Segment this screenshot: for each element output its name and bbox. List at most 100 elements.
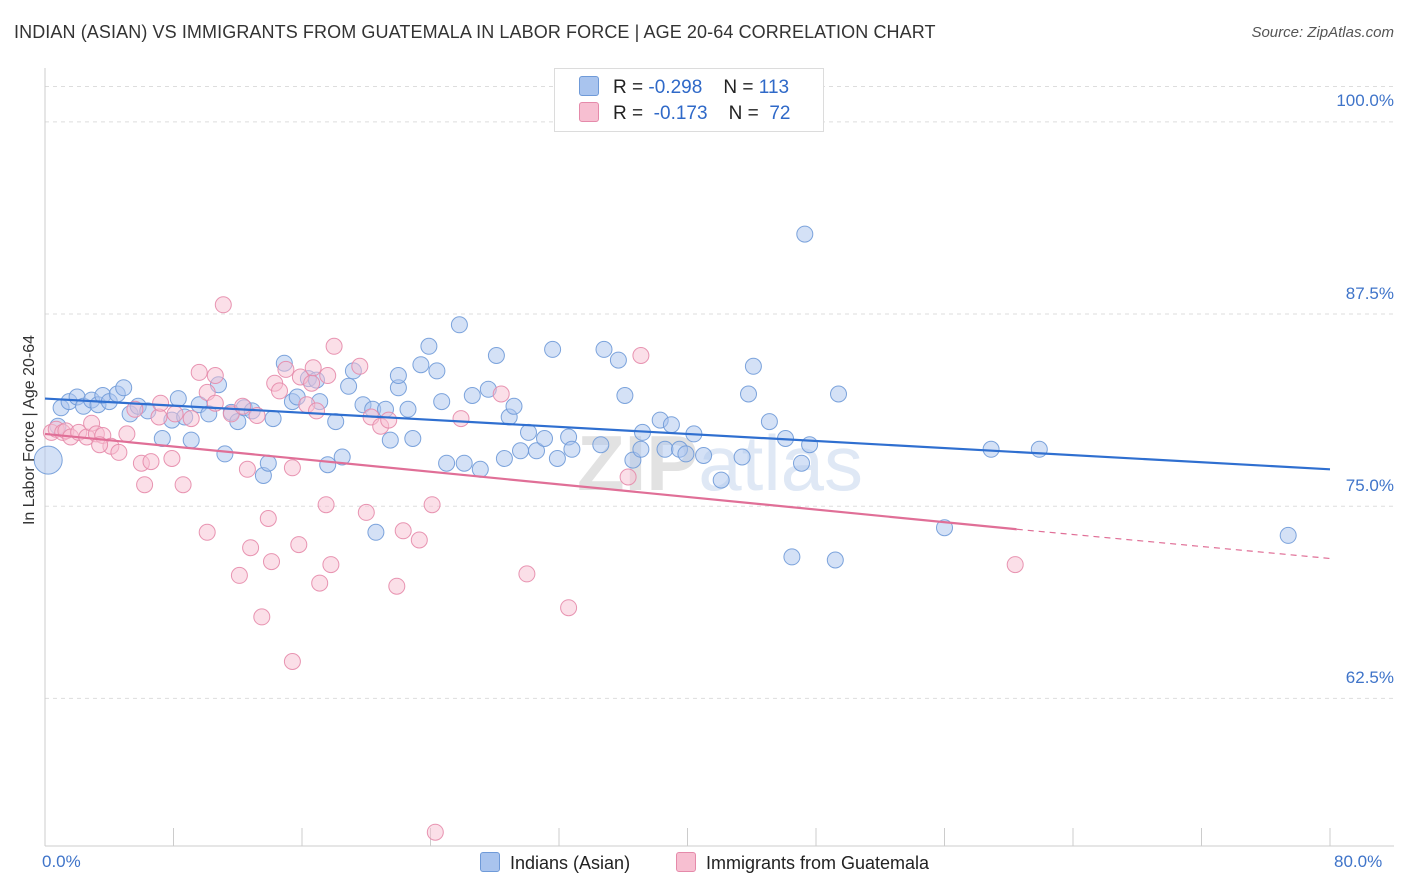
point-indians — [740, 385, 757, 403]
point-indians — [33, 445, 63, 475]
point-indians — [536, 430, 553, 447]
point-guatemala — [271, 382, 288, 400]
y-axis-label: In Labor Force | Age 20-64 — [21, 334, 38, 526]
point-guatemala — [423, 496, 441, 514]
y-tick-label: 87.5% — [1345, 283, 1394, 303]
point-indians — [433, 393, 451, 411]
point-indians — [412, 356, 430, 374]
legend-item-guatemala: Immigrants from Guatemala — [676, 852, 929, 874]
point-indians — [662, 416, 680, 434]
legend-n-label: N = — [723, 77, 754, 98]
point-indians — [656, 440, 674, 458]
point-indians — [389, 367, 407, 384]
point-indians — [487, 347, 505, 364]
point-indians — [495, 450, 513, 467]
point-indians — [381, 431, 399, 449]
legend-r-label: R = — [613, 103, 644, 124]
stats-legend-row-guatemala: R = -0.173 N = 72 — [579, 102, 790, 126]
point-indians — [801, 436, 819, 454]
point-indians — [796, 225, 814, 243]
point-guatemala — [380, 411, 398, 429]
point-indians — [367, 523, 385, 541]
point-guatemala — [142, 453, 160, 471]
point-guatemala — [182, 410, 200, 428]
point-indians — [712, 471, 730, 489]
point-guatemala — [253, 608, 271, 626]
legend-n-value: 72 — [769, 103, 791, 124]
chart-title: INDIAN (ASIAN) VS IMMIGRANTS FROM GUATEM… — [14, 22, 936, 42]
point-indians — [463, 387, 481, 404]
point-guatemala — [259, 510, 277, 527]
point-guatemala — [166, 405, 184, 423]
point-guatemala — [303, 374, 321, 392]
point-indians — [340, 377, 358, 395]
point-guatemala — [283, 653, 301, 670]
legend-r-value: -0.173 — [653, 103, 708, 124]
point-indians — [563, 440, 581, 458]
point-indians — [438, 454, 456, 472]
y-tick-label: 100.0% — [1336, 91, 1394, 111]
point-guatemala — [198, 523, 216, 541]
point-guatemala — [492, 385, 510, 403]
x-tick-label-min: 0.0% — [42, 852, 81, 871]
legend-swatch-guatemala — [579, 102, 599, 122]
trend-line-indians — [44, 397, 1331, 471]
point-indians — [169, 390, 187, 408]
point-indians — [1030, 440, 1048, 458]
point-guatemala — [190, 363, 208, 381]
point-guatemala — [126, 400, 144, 418]
point-indians — [428, 362, 446, 380]
point-indians — [783, 548, 801, 566]
point-guatemala — [163, 450, 181, 467]
point-indians — [471, 460, 489, 478]
trend-lines — [44, 397, 1331, 560]
legend-n-label: N = — [728, 103, 759, 124]
point-guatemala — [357, 503, 375, 521]
watermark: ZIPatlas — [577, 419, 863, 507]
point-guatemala — [394, 522, 412, 540]
point-guatemala — [311, 574, 329, 592]
point-indians — [319, 456, 337, 474]
point-indians — [793, 454, 810, 472]
point-guatemala — [308, 402, 325, 420]
legend-r-label: R = — [613, 77, 644, 98]
point-indians — [333, 448, 351, 466]
point-guatemala — [110, 443, 128, 461]
point-indians — [115, 379, 133, 397]
point-guatemala — [410, 531, 428, 549]
point-guatemala — [319, 367, 337, 384]
point-guatemala — [317, 496, 335, 514]
point-indians — [695, 447, 713, 464]
stats-legend-row-indians: R = -0.298 N = 113 — [579, 76, 789, 100]
point-indians — [548, 450, 566, 467]
point-indians — [616, 387, 634, 404]
point-indians — [520, 423, 537, 441]
point-indians — [264, 410, 282, 428]
legend-label-guatemala: Immigrants from Guatemala — [706, 853, 930, 873]
point-guatemala — [174, 476, 192, 494]
point-guatemala — [325, 337, 343, 355]
point-guatemala — [1006, 556, 1024, 574]
point-indians — [733, 448, 751, 466]
point-indians — [450, 316, 468, 334]
point-guatemala — [118, 425, 136, 443]
point-guatemala — [230, 566, 248, 584]
point-indians — [830, 385, 847, 403]
legend-r-value: -0.298 — [648, 77, 703, 98]
legend-swatch-guatemala — [676, 852, 696, 872]
y-axis-label-wrap: In Labor Force | Age 20-64 — [10, 280, 50, 580]
y-tick-label: 62.5% — [1345, 667, 1394, 687]
point-guatemala — [136, 476, 154, 494]
point-guatemala — [304, 359, 322, 377]
point-indians — [216, 445, 234, 463]
point-guatemala — [206, 367, 224, 384]
point-indians — [528, 442, 545, 460]
trend-line-guatemala-extension — [1016, 528, 1331, 560]
legend-swatch-indians — [579, 76, 599, 96]
source-label: Source: ZipAtlas.com — [1251, 24, 1394, 41]
point-guatemala — [277, 360, 295, 378]
point-guatemala — [290, 536, 308, 554]
point-indians — [420, 337, 438, 355]
point-guatemala — [351, 357, 369, 375]
